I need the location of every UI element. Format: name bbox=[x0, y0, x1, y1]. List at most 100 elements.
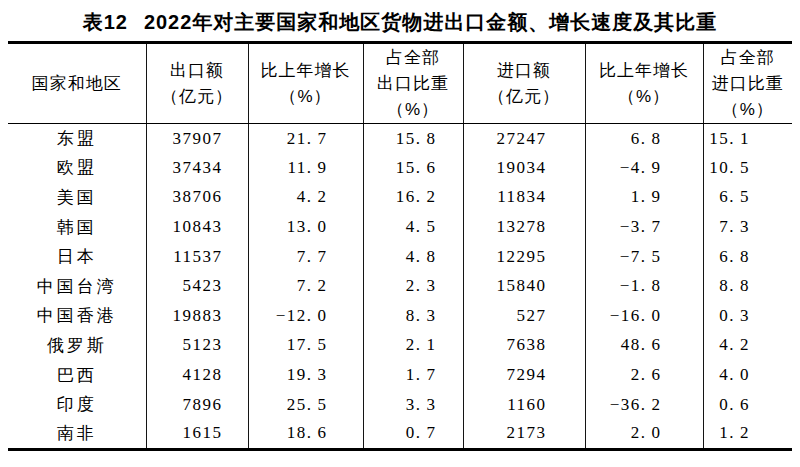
table-row: 韩国1084313. 04. 513278−3. 77. 3 bbox=[8, 212, 792, 242]
cell-export_growth: 19. 3 bbox=[248, 360, 363, 390]
cell-export_share: 8. 3 bbox=[363, 301, 463, 331]
cell-import_growth: −4. 9 bbox=[585, 153, 703, 183]
header-line: （亿元） bbox=[464, 84, 585, 110]
cell-export_value: 19883 bbox=[146, 301, 248, 331]
cell-import_growth: 48. 6 bbox=[585, 331, 703, 361]
cell-region: 中国香港 bbox=[8, 301, 146, 331]
cell-export_growth: 7. 2 bbox=[248, 271, 363, 301]
header-line: （%） bbox=[364, 97, 463, 123]
cell-export_share: 4. 8 bbox=[363, 242, 463, 272]
cell-import_value: 7638 bbox=[463, 331, 585, 361]
cell-export_growth: 7. 7 bbox=[248, 242, 363, 272]
cell-export_share: 3. 3 bbox=[363, 390, 463, 420]
cell-export_value: 4128 bbox=[146, 360, 248, 390]
cell-import_value: 1160 bbox=[463, 390, 585, 420]
cell-import_share: 4. 2 bbox=[703, 331, 792, 361]
header-cell-import_share: 占全部进口比重（%） bbox=[703, 43, 792, 124]
cell-import_value: 2173 bbox=[463, 419, 585, 449]
trade-table: 国家和地区出口额（亿元）比上年增长（%）占全部出口比重（%）进口额（亿元）比上年… bbox=[8, 41, 792, 451]
cell-import_growth: −36. 2 bbox=[585, 390, 703, 420]
cell-export_value: 5423 bbox=[146, 271, 248, 301]
cell-export_growth: 21. 7 bbox=[248, 124, 363, 154]
table-row: 日本115377. 74. 812295−7. 56. 8 bbox=[8, 242, 792, 272]
cell-import_growth: −3. 7 bbox=[585, 212, 703, 242]
cell-export_growth: 4. 2 bbox=[248, 183, 363, 213]
cell-export_share: 0. 7 bbox=[363, 419, 463, 449]
cell-region: 俄罗斯 bbox=[8, 331, 146, 361]
header-line: 比上年增长 bbox=[586, 58, 703, 84]
table-head: 国家和地区出口额（亿元）比上年增长（%）占全部出口比重（%）进口额（亿元）比上年… bbox=[8, 43, 792, 124]
header-cell-import_growth: 比上年增长（%） bbox=[585, 43, 703, 124]
cell-import_share: 10. 5 bbox=[703, 153, 792, 183]
cell-region: 巴西 bbox=[8, 360, 146, 390]
cell-import_share: 6. 5 bbox=[703, 183, 792, 213]
cell-import_share: 0. 6 bbox=[703, 390, 792, 420]
header-row: 国家和地区出口额（亿元）比上年增长（%）占全部出口比重（%）进口额（亿元）比上年… bbox=[8, 43, 792, 124]
table-row: 中国台湾54237. 22. 315840−1. 88. 8 bbox=[8, 271, 792, 301]
header-cell-region: 国家和地区 bbox=[8, 43, 146, 124]
cell-region: 中国台湾 bbox=[8, 271, 146, 301]
table-title: 表12 2022年对主要国家和地区货物进出口金额、增长速度及其比重 bbox=[0, 9, 800, 36]
header-line: 占全部 bbox=[704, 45, 793, 71]
cell-import_value: 13278 bbox=[463, 212, 585, 242]
cell-import_value: 15840 bbox=[463, 271, 585, 301]
cell-region: 韩国 bbox=[8, 212, 146, 242]
header-line: （%） bbox=[704, 97, 793, 123]
header-cell-export_share: 占全部出口比重（%） bbox=[363, 43, 463, 124]
cell-import_share: 8. 8 bbox=[703, 271, 792, 301]
cell-region: 欧盟 bbox=[8, 153, 146, 183]
cell-import_share: 7. 3 bbox=[703, 212, 792, 242]
cell-export_share: 2. 3 bbox=[363, 271, 463, 301]
table-title-text: 2022年对主要国家和地区货物进出口金额、增长速度及其比重 bbox=[144, 11, 718, 33]
table-body: 东盟3790721. 715. 8272476. 815. 1欧盟3743411… bbox=[8, 124, 792, 450]
header-line: （%） bbox=[586, 84, 703, 110]
cell-region: 美国 bbox=[8, 183, 146, 213]
cell-import_share: 15. 1 bbox=[703, 124, 792, 154]
table-row: 巴西412819. 31. 772942. 64. 0 bbox=[8, 360, 792, 390]
header-line: 出口比重 bbox=[364, 71, 463, 97]
cell-export_growth: 11. 9 bbox=[248, 153, 363, 183]
cell-import_growth: 6. 8 bbox=[585, 124, 703, 154]
header-line: 比上年增长 bbox=[249, 58, 363, 84]
cell-import_value: 527 bbox=[463, 301, 585, 331]
cell-import_growth: −7. 5 bbox=[585, 242, 703, 272]
cell-import_share: 6. 8 bbox=[703, 242, 792, 272]
table-row: 南非161518. 60. 721732. 01. 2 bbox=[8, 419, 792, 449]
cell-import_growth: 2. 6 bbox=[585, 360, 703, 390]
header-line: 进口额 bbox=[464, 58, 585, 84]
cell-export_share: 16. 2 bbox=[363, 183, 463, 213]
cell-export_value: 38706 bbox=[146, 183, 248, 213]
document-page: 表122022年对主要国家和地区货物进出口金额、增长速度及其比重 国家和地区出口… bbox=[0, 0, 800, 467]
cell-export_share: 4. 5 bbox=[363, 212, 463, 242]
cell-export_growth: 13. 0 bbox=[248, 212, 363, 242]
header-cell-export_growth: 比上年增长（%） bbox=[248, 43, 363, 124]
cell-export_value: 37907 bbox=[146, 124, 248, 154]
cell-export_value: 37434 bbox=[146, 153, 248, 183]
cell-export_share: 15. 8 bbox=[363, 124, 463, 154]
cell-region: 南非 bbox=[8, 419, 146, 449]
cell-import_growth: 2. 0 bbox=[585, 419, 703, 449]
cell-export_growth: −12. 0 bbox=[248, 301, 363, 331]
cell-export_value: 7896 bbox=[146, 390, 248, 420]
header-line: （亿元） bbox=[147, 84, 248, 110]
cell-export_value: 11537 bbox=[146, 242, 248, 272]
header-line: 国家和地区 bbox=[8, 71, 146, 97]
cell-export_value: 1615 bbox=[146, 419, 248, 449]
cell-import_value: 27247 bbox=[463, 124, 585, 154]
cell-import_share: 0. 3 bbox=[703, 301, 792, 331]
cell-export_share: 2. 1 bbox=[363, 331, 463, 361]
cell-export_growth: 17. 5 bbox=[248, 331, 363, 361]
header-line: 进口比重 bbox=[704, 71, 793, 97]
header-cell-import_value: 进口额（亿元） bbox=[463, 43, 585, 124]
table-number: 表12 bbox=[83, 11, 128, 33]
cell-region: 东盟 bbox=[8, 124, 146, 154]
cell-import_share: 4. 0 bbox=[703, 360, 792, 390]
table-row: 欧盟3743411. 915. 619034−4. 910. 5 bbox=[8, 153, 792, 183]
header-line: 出口额 bbox=[147, 58, 248, 84]
cell-import_value: 7294 bbox=[463, 360, 585, 390]
table-row: 美国387064. 216. 2118341. 96. 5 bbox=[8, 183, 792, 213]
cell-region: 印度 bbox=[8, 390, 146, 420]
table-row: 俄罗斯512317. 52. 1763848. 64. 2 bbox=[8, 331, 792, 361]
header-line: 占全部 bbox=[364, 45, 463, 71]
cell-export_share: 1. 7 bbox=[363, 360, 463, 390]
